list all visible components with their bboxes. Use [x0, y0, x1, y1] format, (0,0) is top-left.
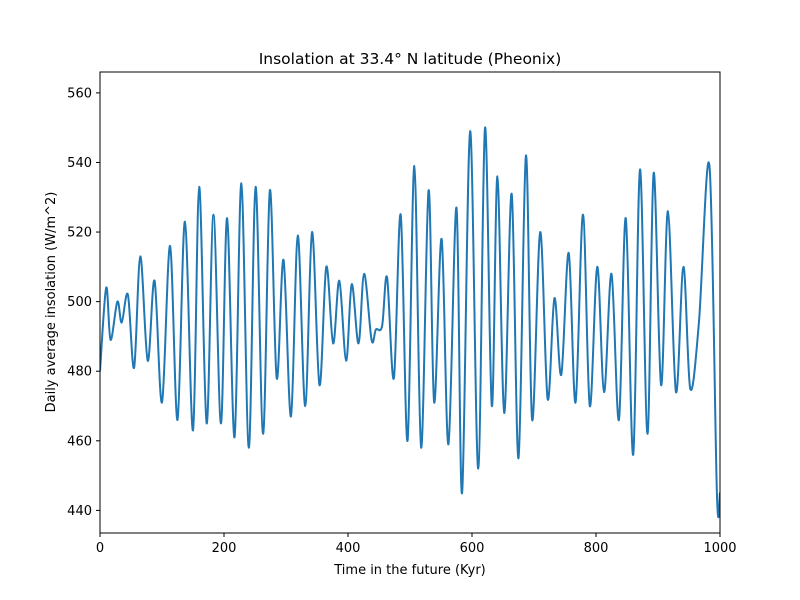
- x-tick-label: 600: [460, 541, 485, 556]
- y-tick-label: 540: [67, 156, 92, 171]
- y-tick-label: 560: [67, 86, 92, 101]
- y-tick-label: 500: [67, 295, 92, 310]
- x-tick-label: 200: [212, 541, 237, 556]
- axes: 0 200 400 600 800 1000 440 460 480 500 520 540 560: [67, 71, 737, 556]
- y-tick-label: 480: [67, 365, 92, 380]
- plot-area: [100, 126, 720, 519]
- x-tick-label: 800: [584, 541, 609, 556]
- y-tick-label: 460: [67, 434, 92, 449]
- y-tick-label: 440: [67, 504, 92, 519]
- series-line-0: [100, 126, 720, 519]
- plot-frame: [99, 71, 721, 534]
- x-tick-label: 1000: [703, 541, 736, 556]
- x-axis-label: Time in the future (Kyr): [333, 563, 486, 578]
- chart-title: Insolation at 33.4° N latitude (Pheonix): [259, 50, 562, 68]
- x-tick-label: 0: [96, 541, 104, 556]
- x-tick-label: 400: [336, 541, 361, 556]
- y-tick-label: 520: [67, 226, 92, 241]
- y-axis-label: Daily average insolation (W/m^2): [44, 192, 59, 413]
